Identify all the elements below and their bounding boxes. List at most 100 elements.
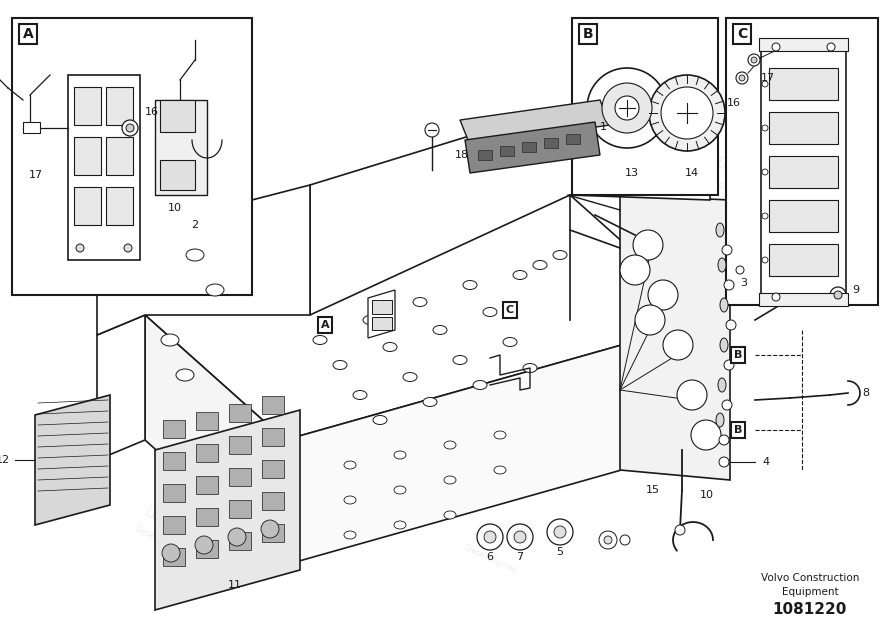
FancyBboxPatch shape — [196, 412, 218, 430]
Ellipse shape — [394, 486, 406, 494]
Polygon shape — [368, 290, 395, 338]
Text: B: B — [583, 27, 594, 41]
FancyBboxPatch shape — [262, 396, 284, 414]
Ellipse shape — [444, 476, 456, 484]
Text: 10: 10 — [168, 203, 182, 213]
FancyBboxPatch shape — [726, 18, 878, 305]
Text: 4: 4 — [762, 457, 769, 467]
Circle shape — [834, 291, 842, 299]
Text: 16: 16 — [727, 98, 741, 108]
Text: B: B — [734, 350, 742, 360]
FancyBboxPatch shape — [769, 68, 838, 100]
FancyBboxPatch shape — [229, 436, 251, 454]
FancyBboxPatch shape — [163, 452, 185, 470]
FancyBboxPatch shape — [196, 508, 218, 526]
Circle shape — [677, 380, 707, 410]
Text: 紫发动力: 紫发动力 — [144, 504, 176, 529]
Text: 11: 11 — [228, 580, 242, 590]
Text: 9: 9 — [852, 285, 859, 295]
Circle shape — [615, 96, 639, 120]
Ellipse shape — [533, 260, 547, 269]
Polygon shape — [35, 395, 110, 525]
Polygon shape — [465, 122, 600, 173]
Text: 3: 3 — [740, 278, 748, 288]
FancyBboxPatch shape — [163, 420, 185, 438]
Text: Diesel-Engines: Diesel-Engines — [400, 177, 455, 209]
Polygon shape — [310, 105, 710, 315]
FancyBboxPatch shape — [74, 187, 101, 225]
FancyBboxPatch shape — [196, 444, 218, 462]
Circle shape — [124, 244, 132, 252]
Circle shape — [724, 360, 734, 370]
Circle shape — [661, 87, 713, 139]
Circle shape — [261, 520, 279, 538]
Ellipse shape — [473, 381, 487, 389]
Circle shape — [722, 400, 732, 410]
Ellipse shape — [344, 461, 356, 469]
FancyBboxPatch shape — [769, 244, 838, 276]
Ellipse shape — [344, 496, 356, 504]
FancyBboxPatch shape — [262, 524, 284, 542]
Circle shape — [719, 457, 729, 467]
Circle shape — [633, 230, 663, 260]
FancyBboxPatch shape — [522, 142, 536, 152]
FancyBboxPatch shape — [23, 122, 40, 133]
Circle shape — [726, 320, 736, 330]
FancyBboxPatch shape — [163, 548, 185, 566]
Ellipse shape — [161, 334, 179, 346]
Ellipse shape — [373, 416, 387, 425]
FancyBboxPatch shape — [372, 300, 392, 314]
Circle shape — [719, 435, 729, 445]
FancyBboxPatch shape — [106, 87, 133, 125]
Circle shape — [76, 244, 84, 252]
Text: A: A — [320, 320, 329, 330]
Ellipse shape — [444, 441, 456, 449]
FancyBboxPatch shape — [544, 138, 558, 148]
Text: 紫发动力: 紫发动力 — [473, 523, 506, 548]
Circle shape — [649, 75, 725, 151]
Circle shape — [830, 287, 846, 303]
Text: Diesel-Engines: Diesel-Engines — [462, 542, 517, 574]
Circle shape — [602, 83, 652, 133]
Circle shape — [554, 526, 566, 538]
Text: 6: 6 — [487, 552, 493, 562]
FancyBboxPatch shape — [769, 156, 838, 188]
Circle shape — [648, 280, 678, 310]
Circle shape — [122, 120, 138, 136]
FancyBboxPatch shape — [155, 100, 207, 195]
Text: 紫发动力: 紫发动力 — [696, 146, 728, 170]
FancyBboxPatch shape — [163, 516, 185, 534]
Circle shape — [126, 124, 134, 132]
Circle shape — [635, 305, 665, 335]
Polygon shape — [97, 315, 145, 460]
FancyBboxPatch shape — [229, 532, 251, 550]
Ellipse shape — [313, 335, 327, 345]
Text: 紫发动力: 紫发动力 — [233, 253, 265, 277]
Text: C: C — [737, 27, 747, 41]
Ellipse shape — [553, 250, 567, 260]
FancyBboxPatch shape — [229, 500, 251, 518]
FancyBboxPatch shape — [478, 150, 492, 160]
Polygon shape — [97, 185, 310, 335]
Ellipse shape — [206, 284, 224, 296]
Text: Diesel-Engines: Diesel-Engines — [346, 429, 401, 461]
FancyBboxPatch shape — [229, 468, 251, 486]
Circle shape — [587, 68, 667, 148]
Circle shape — [547, 519, 573, 545]
FancyBboxPatch shape — [740, 565, 878, 615]
Ellipse shape — [333, 360, 347, 369]
Text: 紫发动力: 紫发动力 — [73, 108, 105, 133]
FancyBboxPatch shape — [500, 146, 514, 156]
Text: Volvo Construction: Volvo Construction — [761, 573, 859, 583]
Ellipse shape — [176, 369, 194, 381]
Ellipse shape — [353, 391, 367, 399]
Circle shape — [751, 57, 757, 63]
Ellipse shape — [394, 451, 406, 459]
Ellipse shape — [363, 316, 377, 325]
Circle shape — [663, 330, 693, 360]
Ellipse shape — [463, 281, 477, 289]
Circle shape — [736, 266, 744, 274]
Circle shape — [425, 123, 439, 137]
Text: 15: 15 — [646, 485, 660, 495]
Text: 16: 16 — [145, 107, 159, 117]
